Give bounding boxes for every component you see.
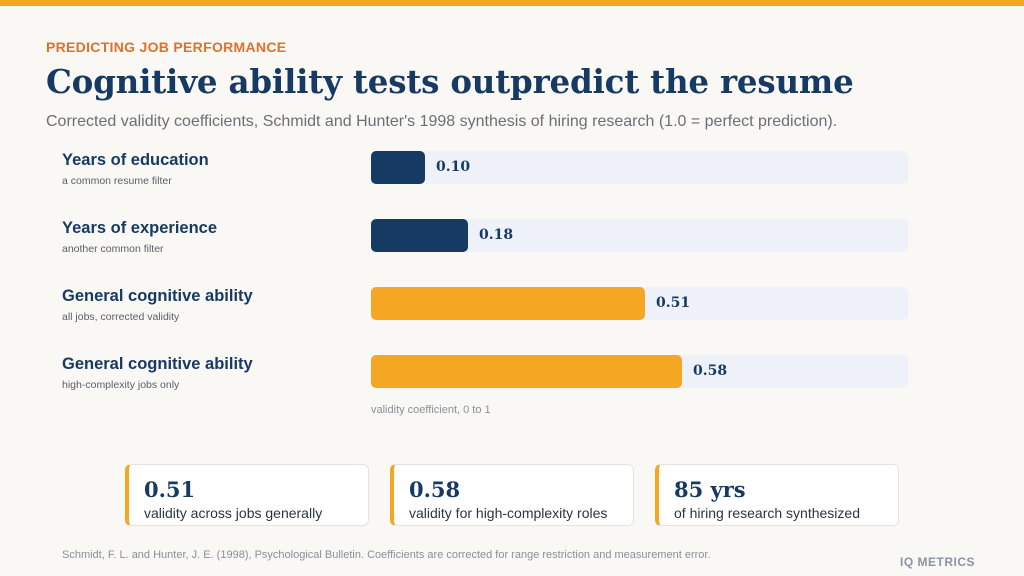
value-label: 0.18	[479, 227, 514, 243]
bar	[371, 219, 468, 252]
category-label: General cognitive ability	[62, 287, 253, 305]
x-axis-label: validity coefficient, 0 to 1	[371, 404, 491, 416]
category-label: General cognitive ability	[62, 355, 253, 373]
source-citation: Schmidt, F. L. and Hunter, J. E. (1998),…	[62, 549, 711, 561]
bar-row: Years of education a common resume filte…	[0, 151, 1024, 201]
stat-value: 85 yrs	[674, 477, 746, 502]
chart-title: Cognitive ability tests outpredict the r…	[46, 62, 854, 101]
bar-row: Years of experience another common filte…	[0, 219, 1024, 269]
category-label: Years of experience	[62, 219, 218, 237]
category-note: high-complexity jobs only	[62, 379, 180, 391]
kicker-label: PREDICTING JOB PERFORMANCE	[46, 39, 287, 55]
value-label: 0.58	[693, 363, 728, 379]
category-note: all jobs, corrected validity	[62, 311, 180, 323]
stat-value: 0.58	[409, 477, 461, 502]
stat-label: validity across jobs generally	[144, 505, 323, 521]
stat-card: 0.51 validity across jobs generally	[125, 464, 369, 526]
stat-label: of hiring research synthesized	[674, 505, 860, 521]
bar-track	[371, 151, 908, 184]
bar-row: General cognitive ability all jobs, corr…	[0, 287, 1024, 337]
stat-card: 0.58 validity for high-complexity roles	[390, 464, 634, 526]
bar	[371, 151, 425, 184]
category-note: another common filter	[62, 243, 164, 255]
bar	[371, 287, 645, 320]
top-accent-bar	[0, 0, 1024, 6]
category-label: Years of education	[62, 151, 209, 169]
category-note: a common resume filter	[62, 175, 172, 187]
chart-subtitle: Corrected validity coefficients, Schmidt…	[46, 113, 838, 130]
stat-card: 85 yrs of hiring research synthesized	[655, 464, 899, 526]
stat-label: validity for high-complexity roles	[409, 505, 608, 521]
value-label: 0.51	[656, 295, 691, 311]
value-label: 0.10	[436, 159, 471, 175]
bar-row: General cognitive ability high-complexit…	[0, 355, 1024, 405]
bar	[371, 355, 682, 388]
brand-logo-text: IQ METRICS	[900, 555, 976, 569]
stat-value: 0.51	[144, 477, 196, 502]
